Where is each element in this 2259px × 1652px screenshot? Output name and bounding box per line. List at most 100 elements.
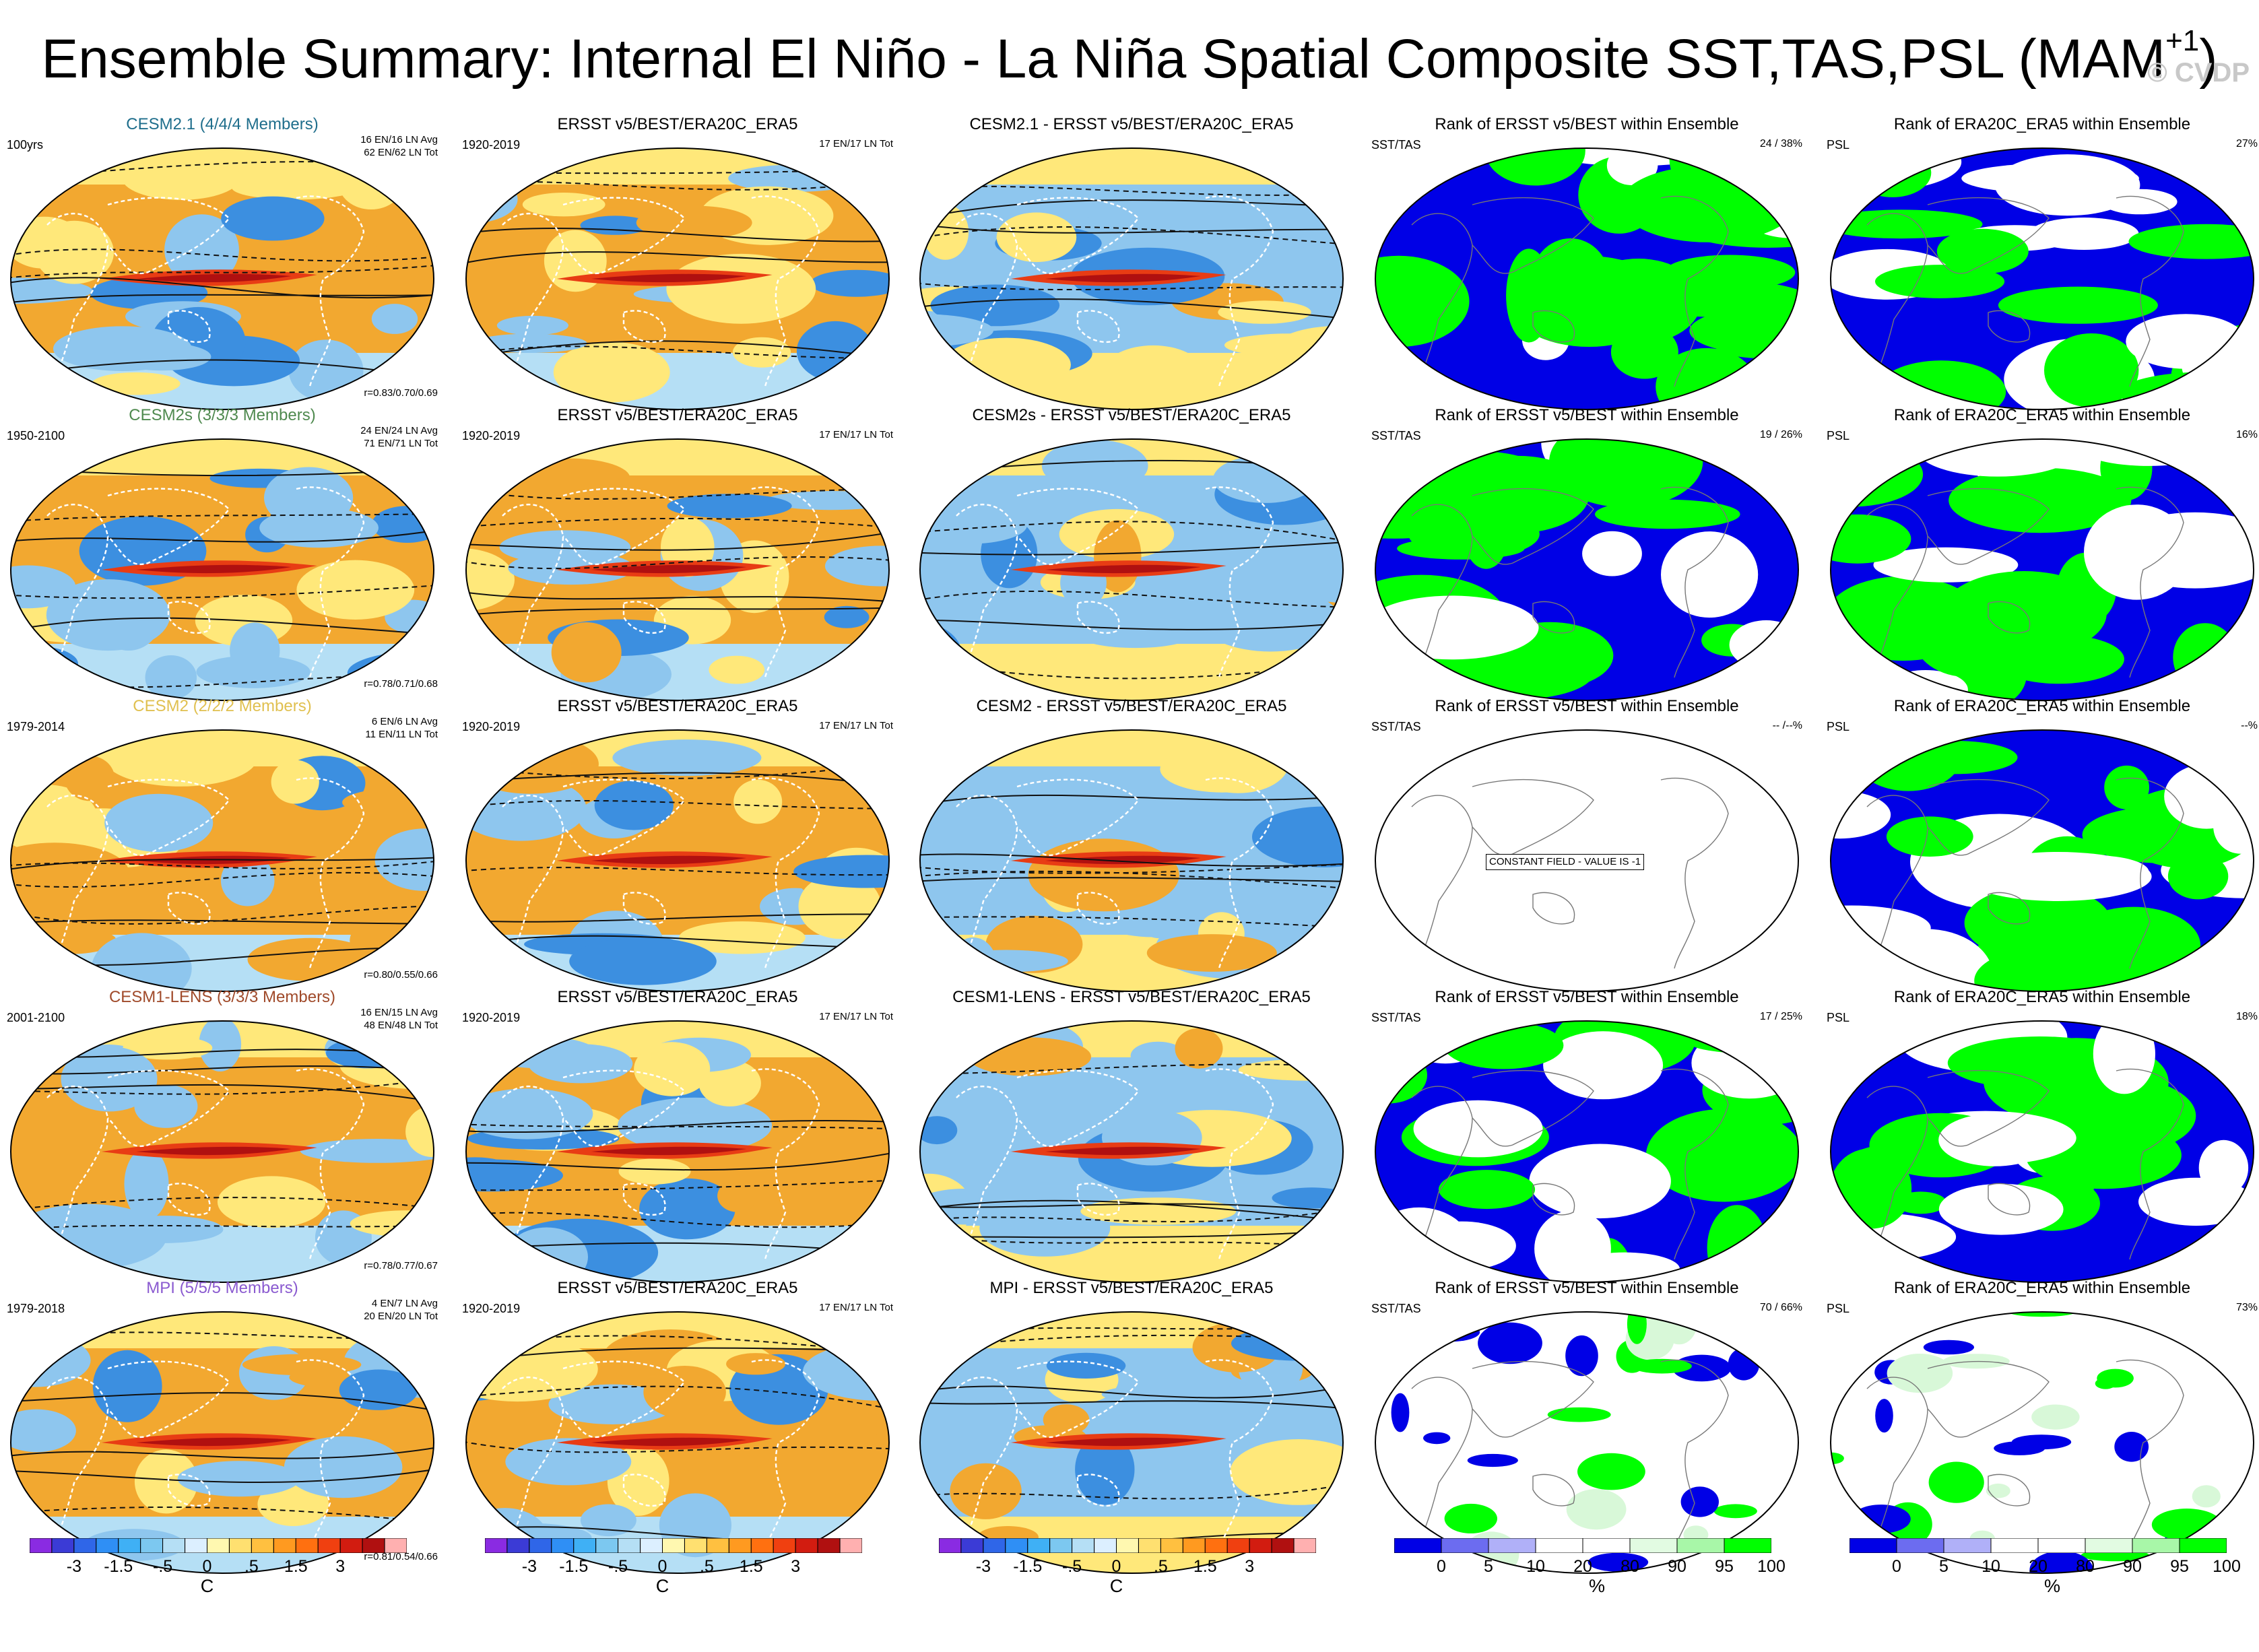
colorbar-swatch — [1724, 1538, 1771, 1553]
coastline — [1988, 892, 2031, 925]
colorbar-tick: 100 — [1757, 1557, 1786, 1576]
colorbar-tick: 100 — [2213, 1557, 2241, 1576]
rank-patch — [1875, 1399, 1893, 1433]
rank-psl-panel: Rank of ERA20C_ERA5 within Ensemble PSL 16… — [1827, 405, 2258, 708]
colorbar-swatch — [1182, 1538, 1206, 1553]
colorbar-tick: .5 — [1153, 1557, 1168, 1576]
rank-patch — [2011, 1434, 2072, 1450]
rank-patch — [1886, 816, 1973, 857]
obs-title: ERSST v5/BEST/ERA20C_ERA5 — [557, 988, 798, 1006]
colorbar-swatch — [684, 1538, 707, 1553]
rank-patch — [2164, 764, 2249, 829]
coastline — [167, 1474, 211, 1507]
rank-patch — [1949, 467, 2132, 533]
coastline — [296, 486, 365, 678]
colorbar-tick: 5 — [1939, 1557, 1949, 1576]
rank-sst-tag: SST/TAS — [1371, 138, 1421, 152]
coastline — [1205, 777, 1274, 969]
coastline — [1866, 1086, 1928, 1253]
difference-title: CESM2.1 - ERSST v5/BEST/ERA20C_ERA5 — [969, 115, 1294, 133]
rank-colorbar: 0 5 10 20 80 90 95 100% — [1394, 1538, 1786, 1639]
rank-patch — [1529, 1144, 1671, 1219]
composite-map — [919, 729, 1344, 992]
rank-patch — [1408, 510, 1540, 558]
colorbar-swatch — [1535, 1538, 1583, 1553]
colorbar-swatch — [1293, 1538, 1316, 1553]
coastline — [622, 1474, 666, 1507]
colorbar-unit: % — [2043, 1576, 2061, 1596]
colorbar-swatch — [640, 1538, 663, 1553]
rank-patch — [2104, 765, 2149, 810]
model-title: CESM1-LENS (3/3/3 Members) — [108, 988, 336, 1006]
composite-map — [465, 1020, 890, 1283]
event-tot: 71 EN/71 LN Tot — [364, 438, 438, 449]
rank-patch — [1964, 852, 2152, 901]
rank-patch — [2151, 1509, 2222, 1541]
rank-psl-percent: 18% — [2235, 1011, 2258, 1022]
rank-patch — [1689, 307, 1798, 355]
colorbar-tick: 5 — [1484, 1557, 1493, 1576]
rank-sst-panel: Rank of ERSST v5/BEST within Ensemble SST… — [1371, 1278, 1802, 1581]
coastline — [1927, 488, 2050, 565]
colorbar-tick: 90 — [2123, 1557, 2142, 1576]
coastline — [1866, 213, 1928, 381]
rank-patch — [1506, 249, 1552, 343]
colorbar-swatch — [506, 1538, 530, 1553]
obs-panel: ERSST v5/BEST/ERA20C_ERA5 1920-2019 17 EN/… — [462, 696, 893, 999]
coastline — [1660, 486, 1729, 678]
colorbar-tick: 1.5 — [1193, 1557, 1217, 1576]
coastline — [1866, 795, 1928, 962]
coastline — [751, 777, 820, 969]
composite-map — [919, 147, 1344, 410]
event-counts: 6 EN/6 LN Avg 11 EN/11 LN Tot — [365, 715, 438, 741]
model-title: MPI (5/5/5 Members) — [146, 1279, 298, 1297]
colorbar-swatch — [1116, 1538, 1139, 1553]
rank-patch — [2097, 1368, 2134, 1388]
rank-psl-panel: Rank of ERA20C_ERA5 within Ensemble PSL 73… — [1827, 1278, 2258, 1581]
colorbar-unit: C — [655, 1576, 669, 1596]
coastline — [1205, 1068, 1274, 1260]
coastline — [1472, 779, 1594, 856]
obs-event-total: 17 EN/17 LN Tot — [819, 720, 893, 731]
obs-period: 1920-2019 — [462, 138, 521, 152]
coastline — [167, 1183, 211, 1216]
rank-patch — [1610, 325, 1678, 379]
colorbar-swatch — [817, 1538, 841, 1553]
coastline — [1927, 197, 2050, 274]
rank-psl-panel: Rank of ERA20C_ERA5 within Ensemble PSL 27… — [1827, 114, 2258, 418]
colorbar-swatch — [1005, 1538, 1028, 1553]
coastline — [107, 1069, 230, 1148]
colorbar-swatch — [551, 1538, 575, 1553]
coastline — [956, 1085, 1018, 1253]
rank-sst-percent: -- /--% — [1772, 720, 1802, 731]
coastline — [1660, 1359, 1729, 1551]
colorbar-swatch — [1441, 1538, 1489, 1553]
title-superscript: +1 — [2165, 24, 2200, 57]
coastline — [1472, 197, 1594, 274]
rank-patch — [1947, 1036, 2132, 1090]
colorbar-swatch — [1676, 1538, 1725, 1553]
model-period: 2001-2100 — [7, 1011, 65, 1024]
coastline — [1205, 1359, 1274, 1551]
coastline — [1411, 213, 1473, 381]
rank-patch — [1444, 1503, 1497, 1533]
colorbar-swatch — [1271, 1538, 1295, 1553]
rank-sst-title: Rank of ERSST v5/BEST within Ensemble — [1435, 406, 1739, 424]
rank-patch — [1420, 1323, 1480, 1342]
rank-psl-tag: PSL — [1827, 138, 1850, 152]
rank-patch — [2029, 1550, 2093, 1573]
colorbar-swatch — [1990, 1538, 2039, 1553]
colorbar-swatch — [384, 1538, 407, 1553]
composite-map — [10, 438, 434, 701]
obs-event-total: 17 EN/17 LN Tot — [819, 429, 893, 440]
coastline — [107, 197, 230, 275]
colorbar-swatch — [839, 1538, 862, 1553]
colorbar-swatch — [960, 1538, 984, 1553]
colorbar-tick: -.5 — [608, 1557, 628, 1576]
coastline — [296, 777, 365, 969]
obs-period: 1920-2019 — [462, 1302, 521, 1315]
coastline — [1988, 1474, 2031, 1507]
rank-map — [1830, 438, 2254, 701]
colorbar-swatch — [317, 1538, 341, 1553]
difference-panel: CESM2s - ERSST v5/BEST/ERA20C_ERA5 — [916, 405, 1347, 708]
